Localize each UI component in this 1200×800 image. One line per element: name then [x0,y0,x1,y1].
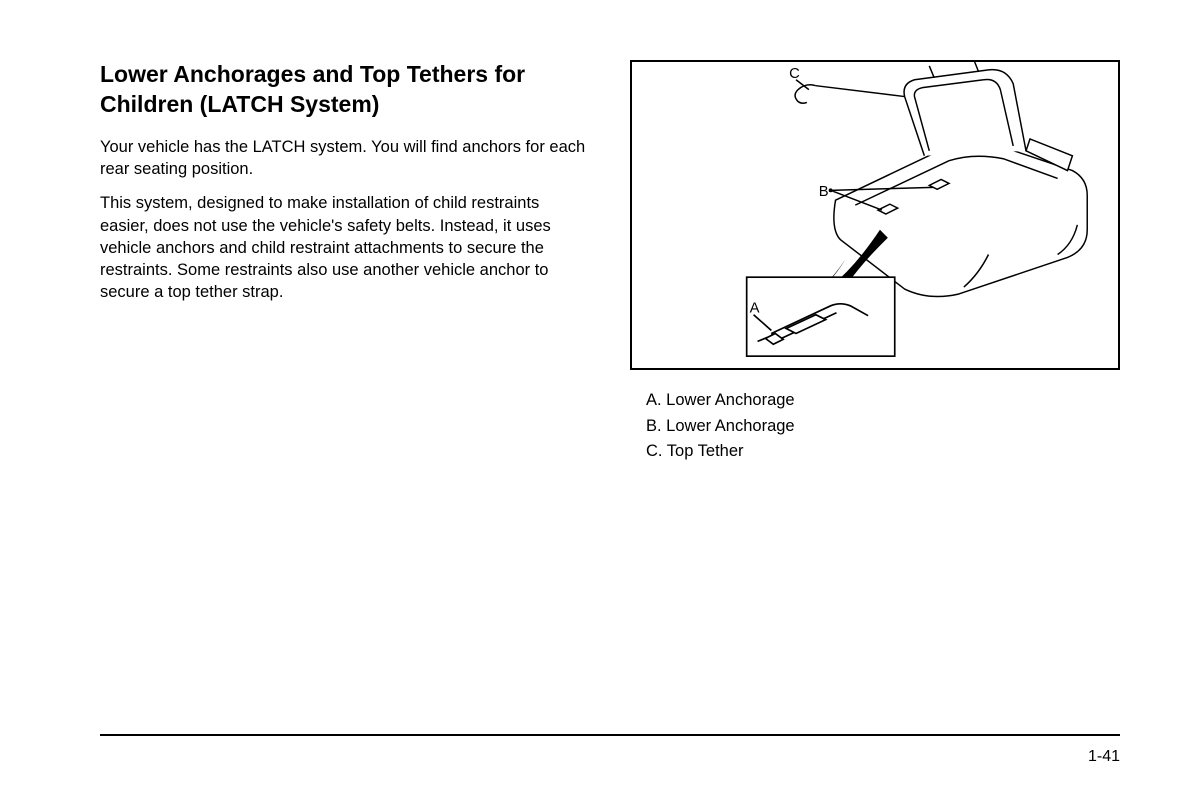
paragraph-1: Your vehicle has the LATCH system. You w… [100,136,590,181]
legend-item-a: A. Lower Anchorage [646,388,1120,414]
manual-page: Lower Anchorages and Top Tethers for Chi… [0,0,1200,800]
legend-item-c: C. Top Tether [646,439,1120,465]
figure-legend: A. Lower Anchorage B. Lower Anchorage C.… [630,388,1120,465]
section-heading: Lower Anchorages and Top Tethers for Chi… [100,60,590,120]
paragraph-2: This system, designed to make installati… [100,192,590,303]
latch-diagram: C B A [630,60,1120,370]
two-column-layout: Lower Anchorages and Top Tethers for Chi… [100,60,1120,465]
footer-rule [100,734,1120,736]
seat-illustration-svg: C B A [632,62,1118,368]
callout-c: C [789,66,800,82]
legend-item-b: B. Lower Anchorage [646,414,1120,440]
callout-b: B [819,184,829,200]
left-column: Lower Anchorages and Top Tethers for Chi… [100,60,590,465]
callout-a: A [750,301,760,317]
right-column: C B A A. Lower Anchorage B. Lower Anchor… [630,60,1120,465]
page-number: 1-41 [1088,748,1120,766]
